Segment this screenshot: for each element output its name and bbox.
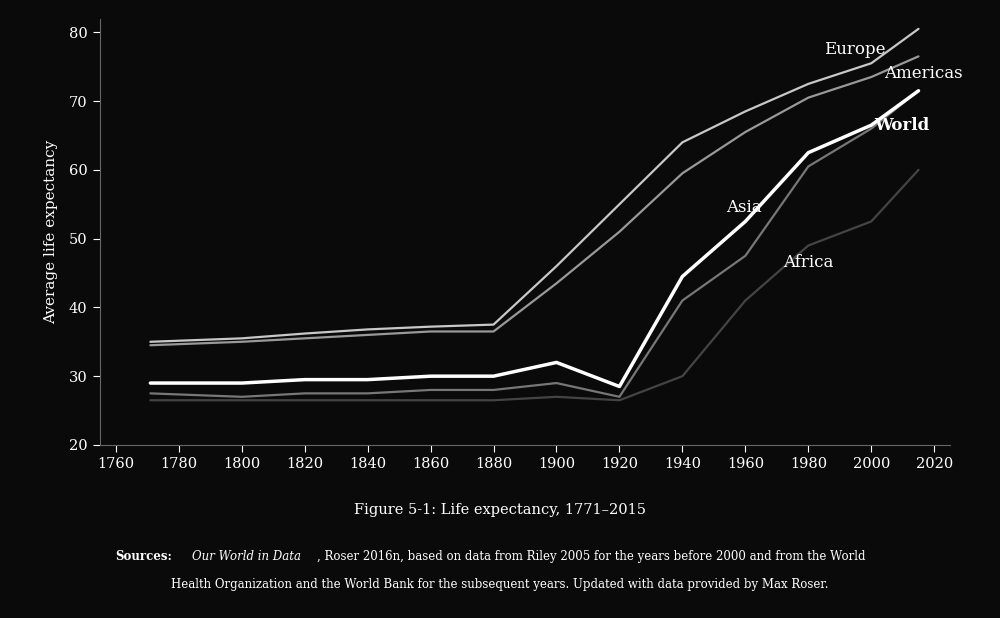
Text: Europe: Europe [824, 41, 886, 58]
Text: Americas: Americas [884, 65, 963, 82]
Text: Health Organization and the World Bank for the subsequent years. Updated with da: Health Organization and the World Bank f… [171, 577, 829, 591]
Text: Sources:: Sources: [115, 549, 172, 563]
Y-axis label: Average life expectancy: Average life expectancy [44, 140, 58, 324]
Text: , Roser 2016n, based on data from Riley 2005 for the years before 2000 and from : , Roser 2016n, based on data from Riley … [317, 549, 866, 563]
Text: Africa: Africa [783, 254, 834, 271]
Text: Our World in Data: Our World in Data [192, 549, 301, 563]
Text: Figure 5-1: Life expectancy, 1771–2015: Figure 5-1: Life expectancy, 1771–2015 [354, 503, 646, 517]
Text: World: World [874, 117, 930, 133]
Text: Asia: Asia [726, 199, 762, 216]
